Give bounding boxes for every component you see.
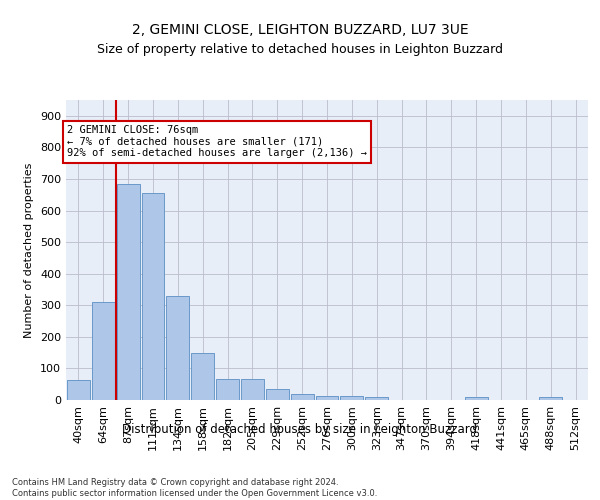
Text: Contains HM Land Registry data © Crown copyright and database right 2024.
Contai: Contains HM Land Registry data © Crown c… [12, 478, 377, 498]
Text: 2, GEMINI CLOSE, LEIGHTON BUZZARD, LU7 3UE: 2, GEMINI CLOSE, LEIGHTON BUZZARD, LU7 3… [131, 22, 469, 36]
Bar [191, 352, 214, 400]
Bar [539, 398, 562, 400]
Bar [340, 396, 363, 400]
Bar [142, 193, 164, 400]
Text: Size of property relative to detached houses in Leighton Buzzard: Size of property relative to detached ho… [97, 42, 503, 56]
Bar [166, 296, 189, 400]
Text: 2 GEMINI CLOSE: 76sqm
← 7% of detached houses are smaller (171)
92% of semi-deta: 2 GEMINI CLOSE: 76sqm ← 7% of detached h… [67, 126, 367, 158]
Bar [241, 378, 264, 400]
Bar [117, 184, 140, 400]
Text: Distribution of detached houses by size in Leighton Buzzard: Distribution of detached houses by size … [122, 422, 478, 436]
Bar [291, 394, 314, 400]
Y-axis label: Number of detached properties: Number of detached properties [25, 162, 34, 338]
Bar [465, 397, 488, 400]
Bar [316, 396, 338, 400]
Bar [365, 397, 388, 400]
Bar [67, 380, 90, 400]
Bar [266, 389, 289, 400]
Bar [92, 302, 115, 400]
Bar [216, 378, 239, 400]
